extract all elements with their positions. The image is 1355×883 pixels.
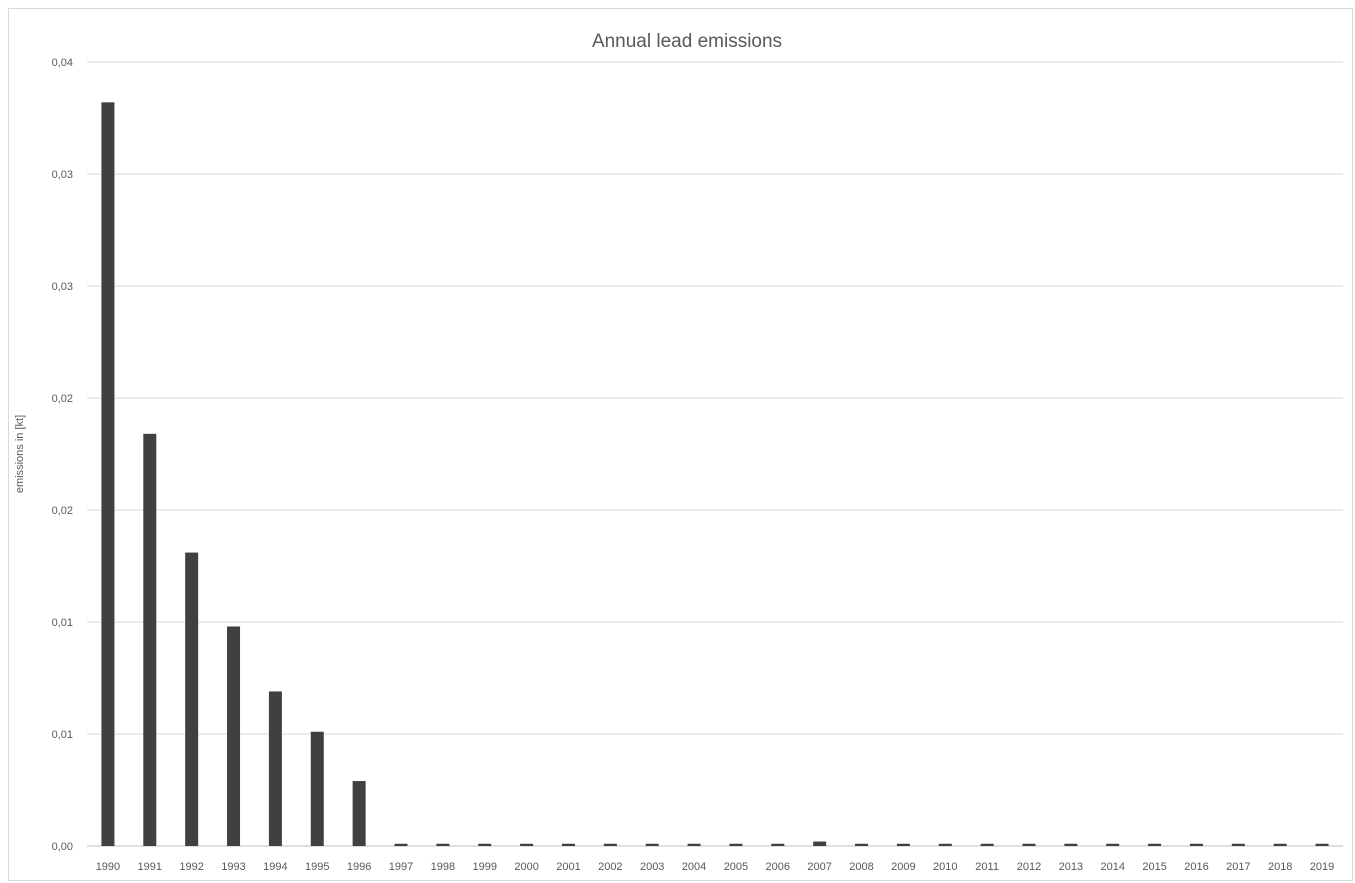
y-tick-label: 0,00 <box>52 841 73 853</box>
x-tick-label: 2002 <box>598 861 622 873</box>
x-tick-label: 2012 <box>1017 861 1041 873</box>
x-tick-label: 1990 <box>96 861 120 873</box>
x-tick-label: 1996 <box>347 861 371 873</box>
x-tick-label: 1997 <box>389 861 413 873</box>
x-tick-label: 2009 <box>891 861 915 873</box>
bar-2009 <box>896 843 910 846</box>
x-tick-label: 2019 <box>1310 861 1334 873</box>
x-tick-label: 2010 <box>933 861 957 873</box>
bar-2007 <box>813 841 827 846</box>
x-tick-label: 2016 <box>1184 861 1208 873</box>
bar-2002 <box>603 843 617 846</box>
x-tick-label: 2000 <box>514 861 538 873</box>
x-tick-label: 2017 <box>1226 861 1250 873</box>
gridlines <box>87 61 1343 847</box>
bar-2003 <box>645 843 659 846</box>
bar-2013 <box>1064 843 1078 846</box>
bar-2000 <box>520 843 534 846</box>
x-tick-label: 2006 <box>766 861 790 873</box>
x-tick-label: 1991 <box>138 861 162 873</box>
x-tick-label: 1994 <box>263 861 287 873</box>
bar-2016 <box>1189 843 1203 846</box>
x-tick-label: 1998 <box>431 861 455 873</box>
bar-2019 <box>1315 843 1329 846</box>
bar-1996 <box>352 781 366 846</box>
x-tick-label: 2013 <box>1059 861 1083 873</box>
bar-2014 <box>1106 843 1120 846</box>
bar-1992 <box>185 552 199 846</box>
x-tick-label: 2011 <box>975 861 999 873</box>
bar-chart: Annual lead emissions emissions in [kt] … <box>14 31 1343 873</box>
bar-2008 <box>855 843 869 846</box>
bar-2005 <box>729 843 743 846</box>
x-tick-label: 1993 <box>221 861 245 873</box>
x-tick-label: 2014 <box>1100 861 1124 873</box>
bar-2018 <box>1273 843 1287 846</box>
x-tick-label: 2004 <box>682 861 706 873</box>
x-tick-label: 2018 <box>1268 861 1292 873</box>
bar-1997 <box>394 843 408 846</box>
y-axis-label: emissions in [kt] <box>14 415 26 493</box>
bar-1991 <box>143 433 157 846</box>
y-tick-label: 0,04 <box>52 57 73 69</box>
bar-2006 <box>771 843 785 846</box>
chart-frame: Annual lead emissions emissions in [kt] … <box>8 8 1353 881</box>
x-tick-label: 1992 <box>179 861 203 873</box>
y-tick-label: 0,01 <box>52 729 73 741</box>
bar-1995 <box>310 731 324 846</box>
bar-2001 <box>561 843 575 846</box>
bar-2015 <box>1148 843 1162 846</box>
bar-1999 <box>478 843 492 846</box>
x-tick-label: 2007 <box>807 861 831 873</box>
bar-2017 <box>1231 843 1245 846</box>
chart-title: Annual lead emissions <box>592 31 782 52</box>
bar-2012 <box>1022 843 1036 846</box>
y-axis-ticks: 0,00 0,01 0,01 0,02 0,02 0,03 0,03 0,04 <box>52 57 73 853</box>
y-tick-label: 0,02 <box>52 393 73 405</box>
y-tick-label: 0,03 <box>52 281 73 293</box>
y-tick-label: 0,02 <box>52 505 73 517</box>
bar-1993 <box>227 626 241 846</box>
bar-2010 <box>938 843 952 846</box>
bar-1994 <box>268 691 282 846</box>
bar-2004 <box>687 843 701 846</box>
x-tick-label: 2001 <box>556 861 580 873</box>
x-tick-label: 1999 <box>472 861 496 873</box>
x-tick-label: 1995 <box>305 861 329 873</box>
x-axis-ticks: 1990 1991 1992 1993 1994 1995 1996 1997 1998 1999… <box>96 861 1335 873</box>
bar-1998 <box>436 843 450 846</box>
bar-2011 <box>980 843 994 846</box>
y-tick-label: 0,03 <box>52 169 73 181</box>
bars <box>101 102 1329 846</box>
y-tick-label: 0,01 <box>52 617 73 629</box>
bar-1990 <box>101 102 115 846</box>
x-tick-label: 2003 <box>640 861 664 873</box>
x-tick-label: 2015 <box>1142 861 1166 873</box>
x-tick-label: 2008 <box>849 861 873 873</box>
x-tick-label: 2005 <box>724 861 748 873</box>
